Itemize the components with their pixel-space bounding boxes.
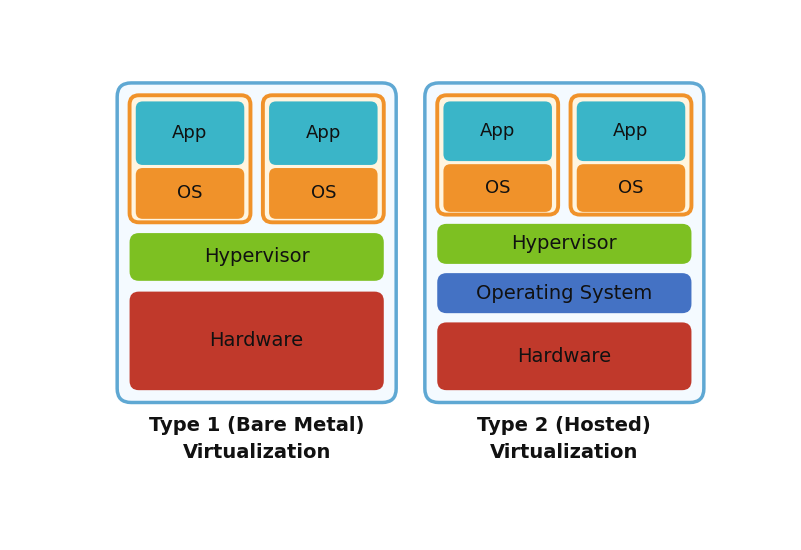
- FancyBboxPatch shape: [437, 322, 691, 390]
- Text: OS: OS: [485, 179, 510, 197]
- Text: App: App: [306, 124, 341, 142]
- FancyBboxPatch shape: [130, 95, 251, 222]
- Text: OS: OS: [177, 184, 203, 202]
- Text: Hypervisor: Hypervisor: [203, 248, 309, 266]
- FancyBboxPatch shape: [444, 101, 552, 161]
- FancyBboxPatch shape: [577, 101, 685, 161]
- Text: Type 1 (Bare Metal)
Virtualization: Type 1 (Bare Metal) Virtualization: [149, 416, 364, 462]
- FancyBboxPatch shape: [263, 95, 384, 222]
- FancyBboxPatch shape: [136, 101, 244, 165]
- Text: Hypervisor: Hypervisor: [512, 234, 618, 254]
- FancyBboxPatch shape: [130, 292, 384, 390]
- FancyBboxPatch shape: [437, 95, 558, 214]
- Text: Hardware: Hardware: [210, 332, 304, 350]
- FancyBboxPatch shape: [444, 164, 552, 212]
- FancyBboxPatch shape: [117, 83, 396, 403]
- FancyBboxPatch shape: [269, 101, 377, 165]
- FancyBboxPatch shape: [437, 273, 691, 313]
- FancyBboxPatch shape: [269, 168, 377, 219]
- Text: App: App: [480, 122, 515, 140]
- FancyBboxPatch shape: [136, 168, 244, 219]
- Text: App: App: [614, 122, 649, 140]
- Text: Hardware: Hardware: [517, 347, 611, 366]
- FancyBboxPatch shape: [437, 224, 691, 264]
- FancyBboxPatch shape: [425, 83, 704, 403]
- Text: OS: OS: [311, 184, 336, 202]
- FancyBboxPatch shape: [130, 233, 384, 281]
- FancyBboxPatch shape: [570, 95, 691, 214]
- FancyBboxPatch shape: [577, 164, 685, 212]
- Text: Operating System: Operating System: [477, 284, 653, 302]
- Text: App: App: [172, 124, 207, 142]
- Text: OS: OS: [618, 179, 644, 197]
- Text: Type 2 (Hosted)
Virtualization: Type 2 (Hosted) Virtualization: [477, 416, 651, 462]
